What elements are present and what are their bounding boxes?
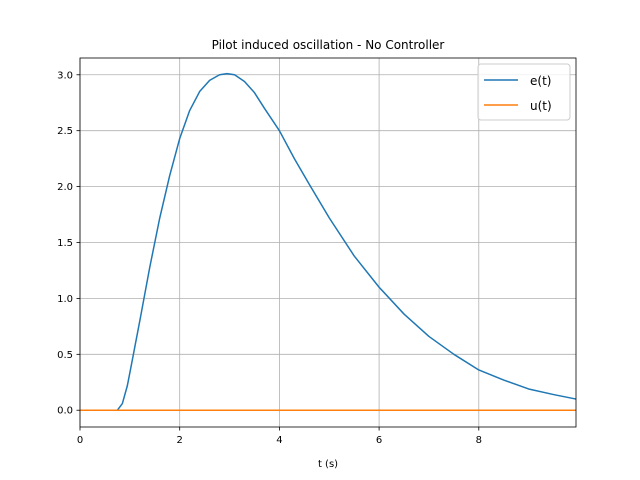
y-tick-label: 2.5 (57, 126, 73, 137)
series-lines (80, 72, 577, 411)
y-tick-label: 3.0 (57, 70, 73, 81)
y-tick-label: 0.0 (57, 406, 73, 417)
y-tick-label: 1.5 (57, 238, 73, 249)
x-tick-label: 0 (77, 435, 83, 446)
x-tick-label: 4 (276, 435, 282, 446)
x-tick-label: 8 (476, 435, 482, 446)
legend: e(t) u(t) (477, 63, 571, 121)
legend-label: e(t) (530, 74, 551, 88)
x-tick-label: 2 (177, 435, 183, 446)
chart-title: Pilot induced oscillation - No Controlle… (212, 38, 445, 52)
grid-lines (79, 58, 576, 427)
legend-box (477, 63, 571, 121)
y-tick-label: 0.5 (57, 350, 73, 361)
series-line-e (80, 72, 577, 411)
axis-ticks: 0 2 4 6 8 0.0 0.5 1.0 1.5 2.0 2.5 3.0 (57, 70, 482, 446)
x-tick-label: 6 (376, 435, 382, 446)
x-axis-label: t (s) (318, 459, 338, 470)
y-tick-label: 1.0 (57, 294, 73, 305)
plot-area: 0 2 4 6 8 0.0 0.5 1.0 1.5 2.0 2.5 3.0 (57, 57, 577, 446)
y-tick-label: 2.0 (57, 182, 73, 193)
legend-label: u(t) (530, 99, 552, 113)
